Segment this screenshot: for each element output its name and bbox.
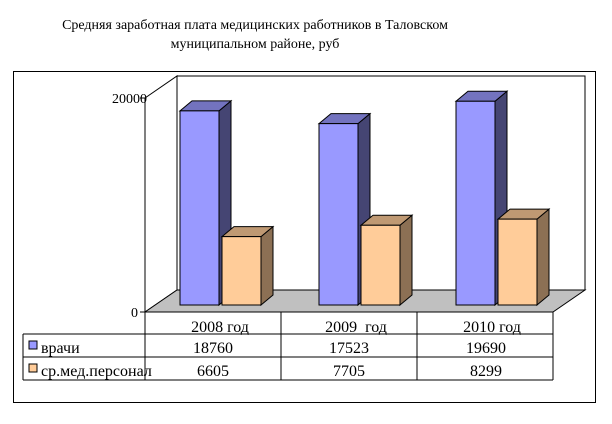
y-tick-label-0: 0 <box>131 306 138 321</box>
bar-doctors-2 <box>455 100 496 306</box>
data-label: 7705 <box>333 363 365 380</box>
bar-nurses-2 <box>497 218 538 306</box>
legend-label-doctors: врачи <box>41 340 80 357</box>
bar-nurses-2-side <box>536 208 550 307</box>
bars-group <box>178 90 551 307</box>
bar-nurses-0 <box>221 236 262 306</box>
data-table: 2008 год 2009 год 2010 год врачи 18760 1… <box>22 312 554 381</box>
category-label-2010: 2010 год <box>463 319 521 336</box>
chart-area-border <box>13 71 596 403</box>
bar-nurses-1 <box>360 224 401 306</box>
bar-doctors-0 <box>179 110 220 306</box>
legend-swatch-doctors <box>28 340 38 350</box>
data-label: 17523 <box>329 340 369 357</box>
data-label: 8299 <box>470 363 502 380</box>
bar-doctors-1 <box>318 123 359 306</box>
side-wall <box>144 75 178 313</box>
category-label-2008: 2008 год <box>191 319 249 336</box>
data-label: 19690 <box>466 340 506 357</box>
data-label: 18760 <box>193 340 233 357</box>
bar-nurses-1-side <box>399 214 413 307</box>
legend-swatch-nurses <box>28 363 38 373</box>
bar-nurses-0-side <box>260 225 274 307</box>
legend-label-nurses: ср.мед.персонал <box>41 363 152 380</box>
chart-title: Средняя заработная плата медицинских раб… <box>62 18 448 52</box>
category-label-2009: 2009 год <box>325 319 387 336</box>
data-label: 6605 <box>197 363 229 380</box>
y-tick-label-20000: 20000 <box>112 92 147 107</box>
